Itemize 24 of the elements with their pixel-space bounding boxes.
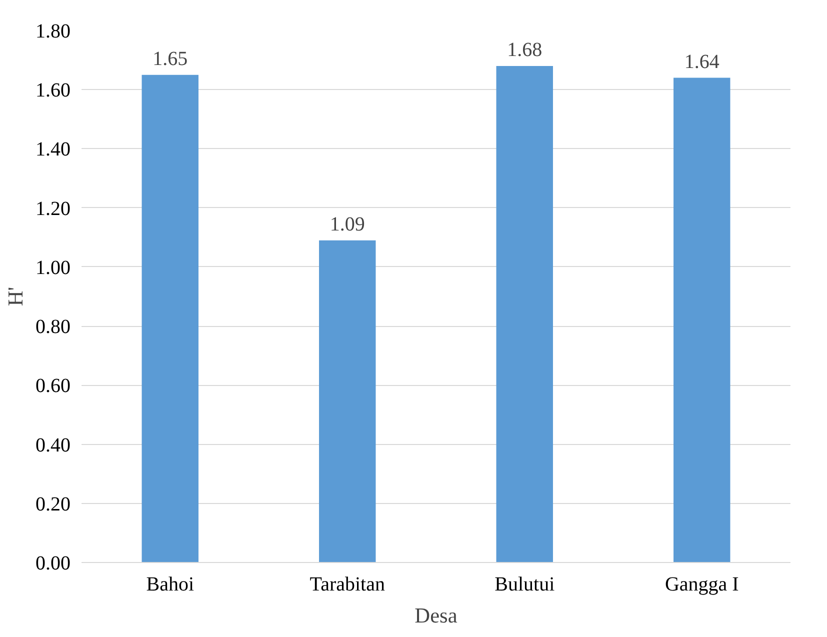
- y-tick-label: 1.60: [36, 80, 70, 102]
- x-tick-label: Tarabitan: [310, 574, 385, 596]
- bar: [142, 74, 198, 562]
- bar: [496, 66, 553, 562]
- x-tick-label: Bahoi: [146, 574, 194, 596]
- data-label: 1.64: [684, 50, 720, 73]
- y-tick-label: 1.80: [36, 20, 70, 42]
- bar: [674, 78, 730, 562]
- data-label: 1.68: [507, 38, 542, 61]
- y-tick-label: 0.00: [36, 552, 70, 574]
- x-axis-title: Desa: [414, 604, 458, 628]
- x-tick-label: Bulutui: [494, 574, 556, 596]
- data-label: 1.09: [330, 213, 365, 236]
- bar: [319, 240, 376, 562]
- y-tick-label: 0.20: [36, 493, 70, 516]
- y-tick-label: 1.00: [36, 256, 70, 279]
- y-axis-title: H': [4, 286, 28, 306]
- x-tick-label: Gangga I: [664, 574, 739, 596]
- y-tick-label: 0.40: [36, 434, 70, 456]
- y-tick-label: 0.60: [36, 375, 70, 398]
- y-tick-label: 1.40: [36, 138, 70, 161]
- data-label: 1.65: [152, 48, 188, 70]
- y-tick-label: 1.20: [36, 198, 70, 220]
- y-tick-label: 0.80: [36, 316, 70, 338]
